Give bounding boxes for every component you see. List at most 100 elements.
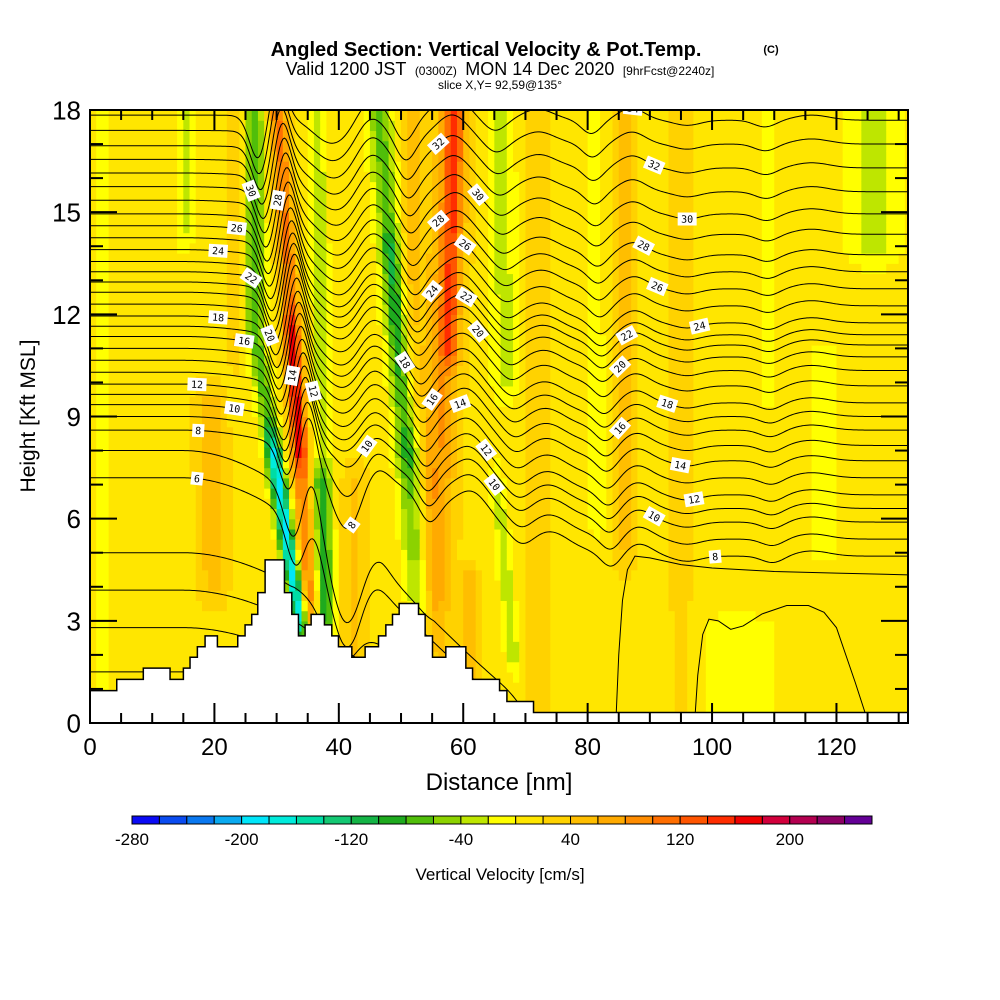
heatmap-cell	[233, 273, 240, 285]
heatmap-cell	[575, 498, 583, 510]
heatmap-cell	[270, 416, 278, 428]
heatmap-cell	[139, 171, 147, 183]
heatmap-cell	[363, 181, 371, 193]
heatmap-cell	[581, 130, 589, 142]
heatmap-cell	[419, 110, 427, 121]
heatmap-cell	[158, 620, 166, 632]
heatmap-cell	[587, 539, 595, 550]
heatmap-cell	[388, 263, 396, 275]
heatmap-cell	[282, 436, 290, 448]
heatmap-cell	[251, 590, 259, 601]
heatmap-cell	[282, 539, 290, 550]
heatmap-cell	[133, 539, 141, 550]
heatmap-cell	[133, 222, 141, 234]
heatmap-cell	[239, 201, 247, 213]
heatmap-cell	[114, 293, 122, 305]
heatmap-cell	[481, 620, 489, 632]
heatmap-cell	[531, 396, 539, 407]
heatmap-cell	[519, 600, 527, 612]
heatmap-cell	[525, 477, 533, 489]
heatmap-cell	[556, 467, 564, 479]
heatmap-cell	[556, 590, 564, 601]
heatmap-cell	[276, 273, 284, 285]
heatmap-cell	[481, 140, 489, 152]
heatmap-cell	[513, 671, 520, 683]
heatmap-cell	[463, 436, 471, 448]
heatmap-cell	[313, 528, 321, 540]
heatmap-cell	[500, 406, 508, 418]
heatmap-cell	[201, 436, 209, 448]
heatmap-cell	[537, 120, 545, 132]
heatmap-cell	[413, 406, 421, 418]
heatmap-cell	[270, 355, 278, 367]
heatmap-cell	[264, 467, 271, 479]
heatmap-cell	[537, 498, 545, 510]
heatmap-cell	[531, 702, 539, 714]
heatmap-cell	[351, 631, 359, 642]
heatmap-cell	[525, 671, 533, 683]
heatmap-cell	[531, 477, 539, 489]
heatmap-cell	[550, 324, 558, 336]
heatmap-cell	[357, 539, 365, 550]
heatmap-cell	[481, 549, 489, 561]
heatmap-cell	[388, 140, 396, 152]
heatmap-cell	[233, 426, 240, 438]
heatmap-cell	[326, 304, 334, 315]
heatmap-cell	[457, 212, 464, 223]
heatmap-cell	[401, 334, 408, 346]
heatmap-cell	[108, 579, 116, 591]
heatmap-cell	[170, 641, 178, 653]
heatmap-cell	[108, 253, 116, 264]
heatmap-cell	[289, 559, 296, 571]
heatmap-cell	[382, 488, 390, 499]
heatmap-cell	[239, 426, 247, 438]
heatmap-cell	[475, 661, 483, 673]
heatmap-cell	[189, 590, 197, 601]
heatmap-cell	[170, 314, 178, 326]
heatmap-cell	[513, 273, 520, 285]
heatmap-cell	[245, 355, 253, 367]
heatmap-cell	[152, 222, 160, 234]
heatmap-cell	[525, 375, 533, 387]
heatmap-cell	[295, 518, 303, 530]
heatmap-cell	[401, 426, 408, 438]
heatmap-cell	[121, 161, 128, 172]
heatmap-cell	[282, 191, 290, 203]
heatmap-cell	[251, 477, 259, 489]
heatmap-cell	[133, 447, 141, 458]
heatmap-cell	[550, 508, 558, 520]
heatmap-cell	[127, 283, 135, 295]
heatmap-cell	[208, 447, 216, 458]
heatmap-cell	[127, 130, 135, 142]
heatmap-cell	[177, 222, 184, 234]
heatmap-cell	[513, 651, 520, 663]
heatmap-cell	[326, 283, 334, 295]
heatmap-cell	[444, 232, 452, 244]
heatmap-cell	[158, 171, 166, 183]
heatmap-cell	[419, 447, 427, 458]
heatmap-cell	[282, 396, 290, 407]
heatmap-cell	[251, 426, 259, 438]
heatmap-cell	[550, 436, 558, 448]
heatmap-cell	[513, 110, 520, 121]
heatmap-cell	[183, 579, 191, 591]
heatmap-cell	[413, 191, 421, 203]
heatmap-cell	[469, 171, 477, 183]
heatmap-cell	[121, 579, 128, 591]
heatmap-cell	[102, 610, 110, 622]
heatmap-cell	[500, 324, 508, 336]
heatmap-cell	[562, 488, 570, 499]
heatmap-cell	[102, 375, 110, 387]
heatmap-cell	[295, 539, 303, 550]
heatmap-cell	[170, 498, 178, 510]
heatmap-cell	[581, 365, 589, 377]
heatmap-cell	[513, 171, 520, 183]
heatmap-cell	[481, 130, 489, 142]
heatmap-cell	[369, 375, 377, 387]
heatmap-cell	[307, 528, 315, 540]
heatmap-cell	[307, 212, 315, 223]
heatmap-cell	[121, 528, 128, 540]
heatmap-cell	[121, 150, 128, 162]
heatmap-cell	[108, 283, 116, 295]
heatmap-cell	[152, 253, 160, 264]
